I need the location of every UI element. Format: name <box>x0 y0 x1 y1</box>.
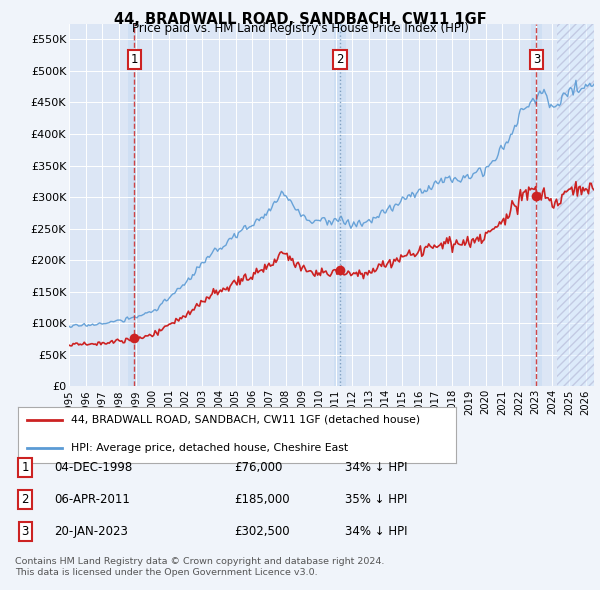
Bar <box>334 24 346 386</box>
Text: 44, BRADWALL ROAD, SANDBACH, CW11 1GF (detached house): 44, BRADWALL ROAD, SANDBACH, CW11 1GF (d… <box>71 415 419 425</box>
Text: This data is licensed under the Open Government Licence v3.0.: This data is licensed under the Open Gov… <box>15 568 317 577</box>
Text: 35% ↓ HPI: 35% ↓ HPI <box>345 493 407 506</box>
Text: 3: 3 <box>22 525 29 538</box>
Text: Contains HM Land Registry data © Crown copyright and database right 2024.: Contains HM Land Registry data © Crown c… <box>15 558 385 566</box>
Text: £185,000: £185,000 <box>234 493 290 506</box>
Text: 1: 1 <box>22 461 29 474</box>
Text: £302,500: £302,500 <box>234 525 290 538</box>
Text: Price paid vs. HM Land Registry's House Price Index (HPI): Price paid vs. HM Land Registry's House … <box>131 22 469 35</box>
Text: 34% ↓ HPI: 34% ↓ HPI <box>345 525 407 538</box>
Text: 1: 1 <box>131 53 138 67</box>
Text: 20-JAN-2023: 20-JAN-2023 <box>54 525 128 538</box>
Text: 44, BRADWALL ROAD, SANDBACH, CW11 1GF: 44, BRADWALL ROAD, SANDBACH, CW11 1GF <box>113 12 487 27</box>
Text: 3: 3 <box>533 53 540 67</box>
Text: 2: 2 <box>336 53 344 67</box>
Text: £76,000: £76,000 <box>234 461 283 474</box>
Text: HPI: Average price, detached house, Cheshire East: HPI: Average price, detached house, Ches… <box>71 443 347 453</box>
Bar <box>530 24 542 386</box>
Text: 34% ↓ HPI: 34% ↓ HPI <box>345 461 407 474</box>
Text: 06-APR-2011: 06-APR-2011 <box>54 493 130 506</box>
Bar <box>128 24 140 386</box>
Bar <box>557 24 594 386</box>
Text: 2: 2 <box>22 493 29 506</box>
Text: 04-DEC-1998: 04-DEC-1998 <box>54 461 132 474</box>
